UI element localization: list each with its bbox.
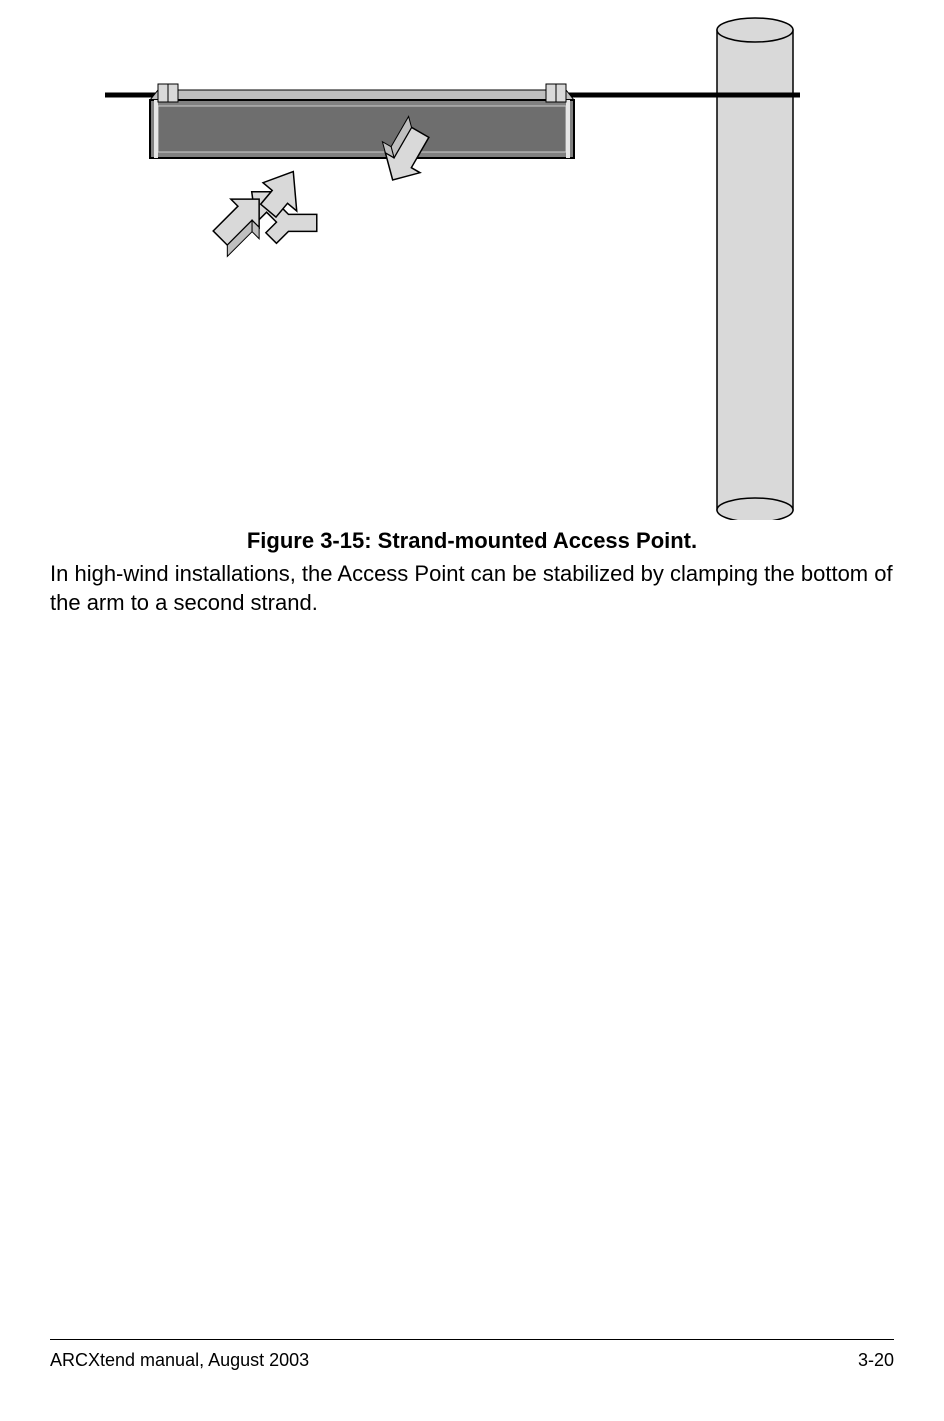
clamp-left-icon <box>158 84 178 102</box>
figure-caption: Figure 3-15: Strand-mounted Access Point… <box>0 528 944 554</box>
document-page: Figure 3-15: Strand-mounted Access Point… <box>0 0 944 1421</box>
page-footer: ARCXtend manual, August 2003 3-20 <box>50 1339 894 1371</box>
strand-mount-diagram-svg <box>50 10 894 520</box>
body-paragraph: In high-wind installations, the Access P… <box>50 560 894 617</box>
footer-left: ARCXtend manual, August 2003 <box>50 1350 309 1371</box>
clamp-right-icon <box>546 84 566 102</box>
access-point-icon <box>150 84 574 158</box>
footer-right: 3-20 <box>858 1350 894 1371</box>
figure-diagram <box>50 10 894 520</box>
